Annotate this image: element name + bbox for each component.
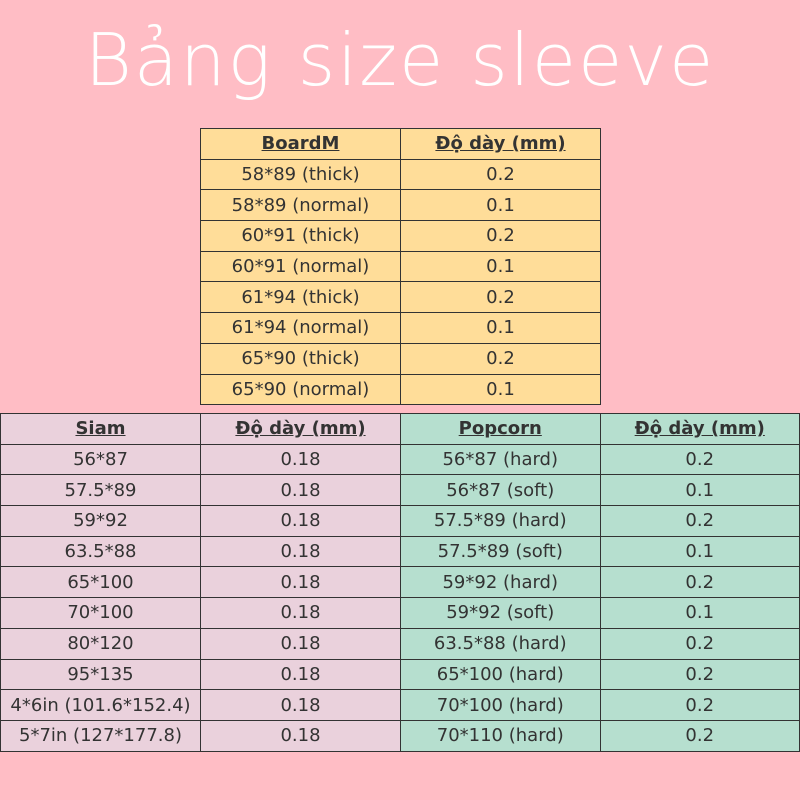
cell: 0.18: [200, 535, 401, 568]
cell: 63.5*88: [0, 535, 201, 568]
cell: 0.1: [599, 597, 800, 629]
siam-table: Siam Độ dày (mm) 56*87 0.18 57.5*89 0.18 59*92…: [0, 413, 401, 752]
row: 60*91 (thick) 0.2: [200, 220, 601, 252]
cell: 4*6in (101.6*152.4): [0, 689, 201, 721]
row: 61*94 (normal) 0.1: [200, 312, 601, 344]
cell: 0.2: [400, 220, 601, 252]
cell: 60*91 (normal): [200, 250, 401, 283]
cell: 0.2: [599, 566, 800, 599]
boardm-table: BoardM Độ dày (mm) 58*89 (thick) 0.2 58*89 (…: [200, 128, 601, 406]
row: 61*94 (thick) 0.2: [200, 281, 601, 314]
cell: 57.5*89: [0, 474, 201, 507]
row: 57.5*89 (hard) 0.2: [400, 505, 800, 537]
header-row: BoardM Độ dày (mm): [200, 128, 601, 160]
cell: 0.18: [200, 597, 401, 629]
row: 65*100 0.18: [0, 566, 401, 599]
cell: 0.2: [400, 158, 601, 191]
cell: 57.5*89 (soft): [400, 535, 601, 568]
cell: 61*94 (normal): [200, 312, 401, 344]
row: 70*100 0.18: [0, 597, 401, 629]
row: 95*135 0.18: [0, 658, 401, 691]
row: 59*92 (hard) 0.2: [400, 566, 800, 599]
row: 63.5*88 (hard) 0.2: [400, 627, 800, 660]
cell: 0.2: [599, 719, 800, 752]
row: 70*110 (hard) 0.2: [400, 719, 800, 752]
popcorn-table: Popcorn Độ dày (mm) 56*87 (hard) 0.2 56*87 (…: [400, 413, 800, 752]
cell: 0.18: [200, 474, 401, 507]
header-cell: Độ dày (mm): [200, 413, 401, 445]
cell: 0.1: [400, 250, 601, 283]
row: 80*120 0.18: [0, 627, 401, 660]
cell: 65*90 (normal): [200, 373, 401, 406]
cell: 0.18: [200, 719, 401, 752]
cell: 0.18: [200, 627, 401, 660]
cell: 59*92 (hard): [400, 566, 601, 599]
cell: 0.18: [200, 689, 401, 721]
cell: 0.1: [599, 535, 800, 568]
cell: 0.1: [400, 373, 601, 406]
cell: 65*100 (hard): [400, 658, 601, 691]
cell: 57.5*89 (hard): [400, 505, 601, 537]
cell: 56*87 (hard): [400, 443, 601, 476]
cell: 58*89 (normal): [200, 189, 401, 222]
cell: 0.2: [400, 281, 601, 314]
cell: 0.18: [200, 566, 401, 599]
row: 59*92 (soft) 0.1: [400, 597, 800, 629]
cell: 59*92: [0, 505, 201, 537]
row: 5*7in (127*177.8) 0.18: [0, 719, 401, 752]
row: 59*92 0.18: [0, 505, 401, 537]
cell: 0.2: [599, 627, 800, 660]
cell: 58*89 (thick): [200, 158, 401, 191]
cell: 65*90 (thick): [200, 342, 401, 375]
cell: 0.18: [200, 443, 401, 476]
header-cell: Siam: [0, 413, 201, 445]
cell: 0.2: [599, 658, 800, 691]
row: 63.5*88 0.18: [0, 535, 401, 568]
row: 56*87 (hard) 0.2: [400, 443, 800, 476]
cell: 56*87 (soft): [400, 474, 601, 507]
cell: 95*135: [0, 658, 201, 691]
row: 57.5*89 0.18: [0, 474, 401, 507]
row: 65*100 (hard) 0.2: [400, 658, 800, 691]
cell: 70*110 (hard): [400, 719, 601, 752]
cell: 80*120: [0, 627, 201, 660]
row: 70*100 (hard) 0.2: [400, 689, 800, 721]
cell: 63.5*88 (hard): [400, 627, 601, 660]
cell: 61*94 (thick): [200, 281, 401, 314]
cell: 5*7in (127*177.8): [0, 719, 201, 752]
cell: 56*87: [0, 443, 201, 476]
header-cell: BoardM: [200, 128, 401, 160]
row: 65*90 (thick) 0.2: [200, 342, 601, 375]
row: 56*87 (soft) 0.1: [400, 474, 800, 507]
cell: 0.2: [400, 342, 601, 375]
cell: 0.2: [599, 443, 800, 476]
row: 58*89 (thick) 0.2: [200, 158, 601, 191]
header-cell: Popcorn: [400, 413, 601, 445]
header-row: Popcorn Độ dày (mm): [400, 413, 800, 445]
row: 58*89 (normal) 0.1: [200, 189, 601, 222]
cell: 60*91 (thick): [200, 220, 401, 252]
cell: 65*100: [0, 566, 201, 599]
cell: 0.1: [400, 312, 601, 344]
cell: 0.18: [200, 505, 401, 537]
row: 57.5*89 (soft) 0.1: [400, 535, 800, 568]
cell: 0.1: [400, 189, 601, 222]
cell: 0.2: [599, 505, 800, 537]
title: Bảng size sleeve: [84, 18, 716, 102]
cell: 0.1: [599, 474, 800, 507]
header-row: Siam Độ dày (mm): [0, 413, 401, 445]
row: 4*6in (101.6*152.4) 0.18: [0, 689, 401, 721]
cell: 70*100 (hard): [400, 689, 601, 721]
cell: 59*92 (soft): [400, 597, 601, 629]
cell: 0.2: [599, 689, 800, 721]
row: 56*87 0.18: [0, 443, 401, 476]
cell: 70*100: [0, 597, 201, 629]
cell: 0.18: [200, 658, 401, 691]
row: 60*91 (normal) 0.1: [200, 250, 601, 283]
row: 65*90 (normal) 0.1: [200, 373, 601, 406]
header-cell: Độ dày (mm): [400, 128, 601, 160]
header-cell: Độ dày (mm): [599, 413, 800, 445]
